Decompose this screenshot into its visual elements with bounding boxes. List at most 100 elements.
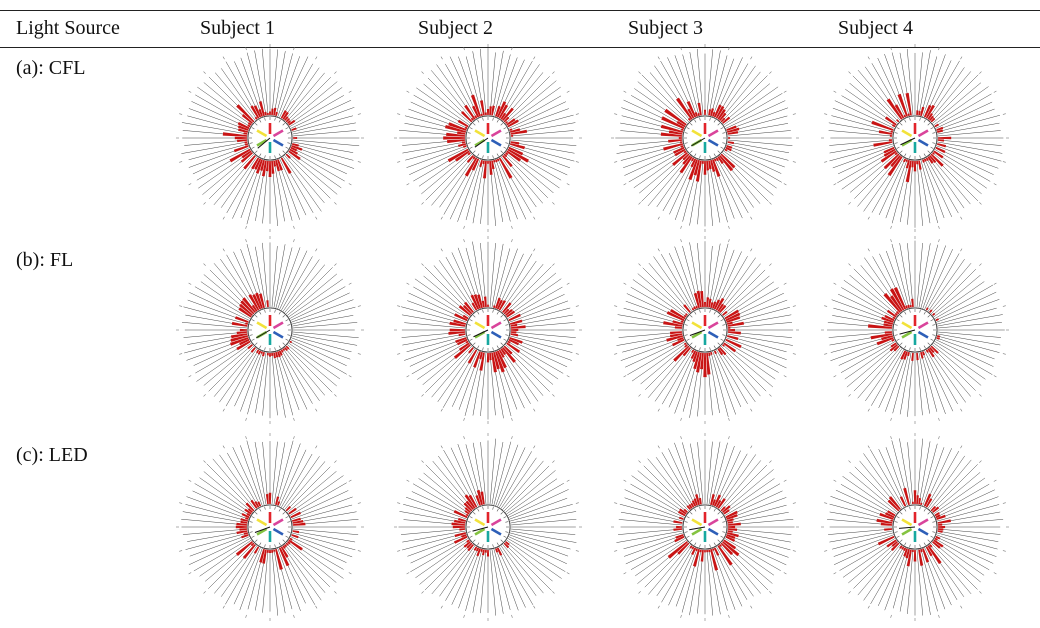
bar [905,159,908,162]
bar [251,157,260,170]
spoke [192,490,251,518]
spoke [273,159,285,222]
spoke-label-mark [1002,161,1006,163]
bar [496,101,507,118]
bar [892,316,896,320]
spoke [922,158,945,219]
center-color-line [707,527,719,536]
ring-tick [896,146,900,149]
ring-tick [909,155,911,159]
spoke-label-mark [1002,502,1006,504]
bar [694,112,698,117]
bar [710,494,715,505]
spoke-label-mark [397,161,401,163]
ring-tick [264,347,266,351]
bar [724,148,728,152]
spoke [233,546,261,605]
bar [246,512,251,517]
bar [510,134,514,137]
spoke [936,333,1001,346]
bar [717,156,724,164]
bar [285,542,289,546]
spoke [282,456,320,510]
spoke [212,458,257,511]
ring-tick [717,539,721,543]
spoke-label-mark [357,502,361,504]
bar [483,160,487,179]
spoke [690,443,702,506]
spoke [273,351,286,418]
bar [712,499,716,506]
ring-tick [923,345,926,349]
spoke [439,544,476,597]
bar [891,542,900,551]
spoke [708,441,721,506]
bar [237,125,249,131]
spoke [916,52,923,117]
bar [679,508,687,515]
bar [922,351,926,356]
bar [703,353,707,378]
spoke [927,67,965,121]
radial-chart [176,44,364,232]
spoke [927,155,965,209]
spoke [640,343,689,385]
spoke-label-mark [552,71,555,74]
spoke [717,347,756,403]
spoke-label-mark [614,502,618,504]
bar [933,539,944,548]
bar [271,160,275,174]
bar [698,497,702,505]
bar [889,134,893,137]
spoke-label-mark [575,305,579,307]
spoke [505,278,562,318]
spoke [708,351,720,414]
spoke [682,54,700,117]
bar [511,328,519,332]
spoke-label-mark [960,56,963,60]
spoke-label-mark [614,161,618,163]
bar [715,105,725,119]
spoke [899,351,912,415]
spoke [708,159,721,223]
bar [925,498,933,508]
center-color-line [474,321,486,330]
spoke [415,539,471,579]
spoke [654,347,693,402]
ring-tick [713,542,716,546]
spoke [936,532,998,550]
ring-tick [282,511,286,515]
bar [712,548,715,551]
header-subject-1: Subject 1 [200,17,275,39]
spoke-label-mark [406,282,410,285]
chart-led-subject-2 [393,432,583,622]
spoke [286,471,337,514]
ring-tick [694,345,697,349]
ring-tick [482,347,484,351]
bar [273,549,276,552]
spoke-label-mark [315,216,318,220]
spoke [402,141,467,154]
bar [277,351,281,358]
bar [500,112,507,120]
ring-tick [713,345,716,349]
spoke [668,349,696,408]
spoke [936,530,999,542]
bar [700,291,704,308]
bar [879,512,894,520]
spoke-label-mark [511,614,513,618]
spoke-label-mark [833,479,837,482]
spoke-label-mark [566,479,570,482]
spoke [721,83,771,125]
bars [663,290,744,378]
spoke [279,449,307,508]
bar [903,547,907,551]
bar [503,308,510,315]
bar [673,345,690,362]
spoke [846,343,899,388]
ring-tick [282,122,286,126]
spoke [498,348,531,404]
bar [461,111,473,123]
bar [495,548,499,553]
spoke-label-mark [203,202,206,205]
